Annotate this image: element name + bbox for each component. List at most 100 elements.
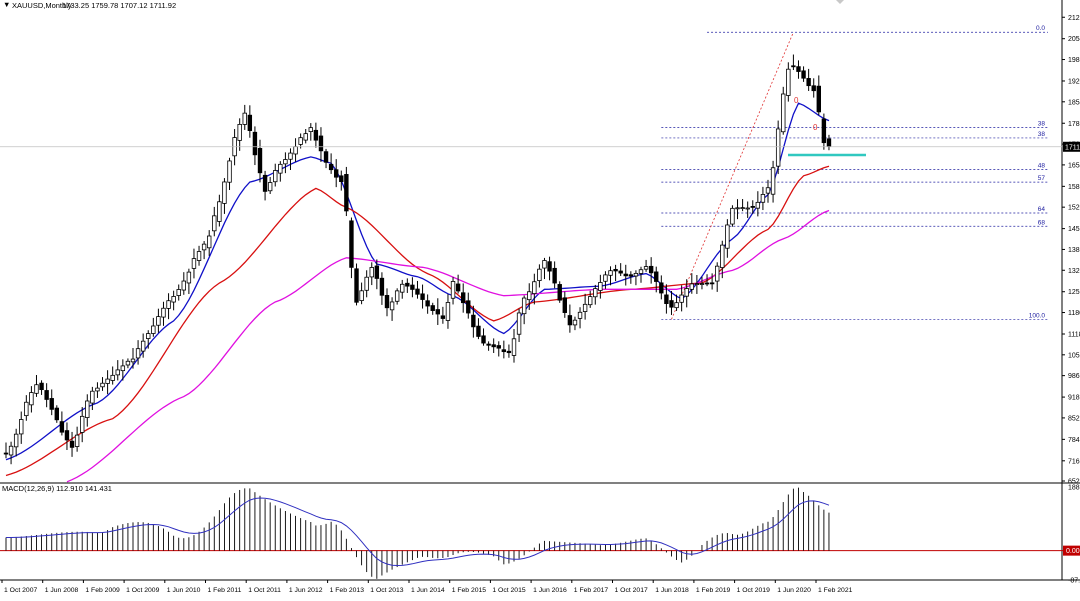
candle (44, 383, 49, 408)
candle (3, 442, 9, 459)
time-tick-label: 1 Oct 2015 (492, 587, 525, 594)
candle (694, 275, 700, 294)
candle-body (135, 348, 141, 359)
candle-body (811, 85, 816, 92)
candle-body (410, 284, 415, 290)
candle (816, 75, 821, 116)
price-tick-label: 1452.50 (1068, 226, 1080, 233)
symbol-dropdown-icon[interactable]: ▼ (3, 0, 10, 9)
time-tick-label: 1 Oct 2009 (126, 587, 159, 594)
candle-body (273, 170, 278, 183)
time-tick-label: 1 Feb 2011 (208, 587, 242, 594)
candle (572, 316, 578, 331)
candle (506, 344, 512, 358)
candle-body (567, 315, 573, 326)
time-tick-label: 1 Feb 2015 (452, 587, 487, 594)
candle (273, 163, 278, 187)
current-price-label: 1711.92 (1065, 144, 1080, 151)
candle-body (572, 319, 578, 326)
candle (420, 284, 425, 309)
candle (130, 347, 136, 369)
candle (39, 380, 44, 395)
candle-body (24, 401, 29, 417)
candle-body (486, 343, 491, 346)
candle (201, 241, 207, 260)
candle-body (257, 148, 263, 174)
candle-body (450, 281, 456, 299)
candle-body (775, 128, 781, 167)
candle-body (217, 201, 222, 222)
candle-body (440, 315, 446, 319)
candle-body (405, 282, 410, 287)
candle (19, 411, 24, 444)
candle-body (176, 289, 181, 296)
candle-body (709, 282, 715, 285)
candle (588, 290, 593, 308)
candle-body (323, 151, 329, 163)
time-axis: 1 Oct 2007 1 Jun 2008 1 Feb 2009 1 Oct 2009… (1, 580, 853, 594)
candle (450, 277, 456, 305)
candle (679, 285, 684, 312)
candle-body (130, 358, 136, 363)
candle-body (389, 301, 395, 311)
candle (237, 118, 242, 151)
candle-body (542, 260, 547, 269)
macd-zero-label: 0.00 (1066, 548, 1080, 555)
candle (288, 148, 293, 171)
candle (59, 411, 65, 436)
candle-body (481, 335, 486, 344)
time-tick-label: 1 Feb 2013 (330, 587, 365, 594)
candle-body (69, 440, 75, 448)
candle-body (379, 277, 385, 296)
candle-body (715, 265, 720, 282)
time-tick-label: 1 Oct 2013 (370, 587, 403, 594)
candle-body (521, 297, 527, 315)
time-tick-label: 1 Oct 2011 (248, 587, 281, 594)
candle (460, 283, 466, 313)
candle-body (618, 270, 623, 274)
candle (405, 278, 410, 293)
candle (440, 306, 446, 324)
price-tick-label: 1586.50 (1068, 184, 1080, 191)
candle-body (527, 291, 532, 301)
candle-body (3, 452, 9, 455)
chart-annotations: 1711.92 (0, 0, 1080, 157)
fibonacci-levels: 0.0 38 38 48 57 64 68 100.0 (661, 25, 1048, 320)
candle-body (598, 282, 603, 291)
candle (191, 248, 197, 279)
time-tick-label: 1 Jun 2012 (289, 587, 323, 594)
candle-body (613, 268, 618, 272)
price-tick-label: 1252.50 (1068, 289, 1080, 296)
candle-body (64, 430, 70, 441)
candle-body (161, 307, 166, 318)
candle-body (577, 311, 583, 319)
macd-signal-line (6, 497, 830, 567)
candle-body (288, 152, 293, 160)
chart-shift-marker-icon[interactable] (836, 0, 844, 4)
candle-body (308, 127, 313, 132)
candle (466, 292, 471, 319)
candle-body (801, 70, 806, 79)
moving-average-slow (66, 209, 830, 483)
candle (786, 62, 791, 102)
candle (374, 259, 380, 290)
candle-body (430, 305, 435, 311)
price-tick-label: 1654.50 (1068, 162, 1080, 169)
candle-body (491, 344, 496, 348)
candle (222, 178, 227, 214)
candle (669, 290, 674, 315)
candle (394, 288, 400, 305)
candle (171, 290, 176, 311)
candle (8, 441, 14, 465)
candle (740, 199, 745, 212)
candle (486, 341, 491, 351)
candle (323, 148, 329, 169)
candle (161, 301, 166, 326)
candle-body (110, 374, 115, 381)
candle-body (156, 316, 161, 326)
candle-body (339, 175, 344, 182)
candle-body (445, 302, 451, 321)
